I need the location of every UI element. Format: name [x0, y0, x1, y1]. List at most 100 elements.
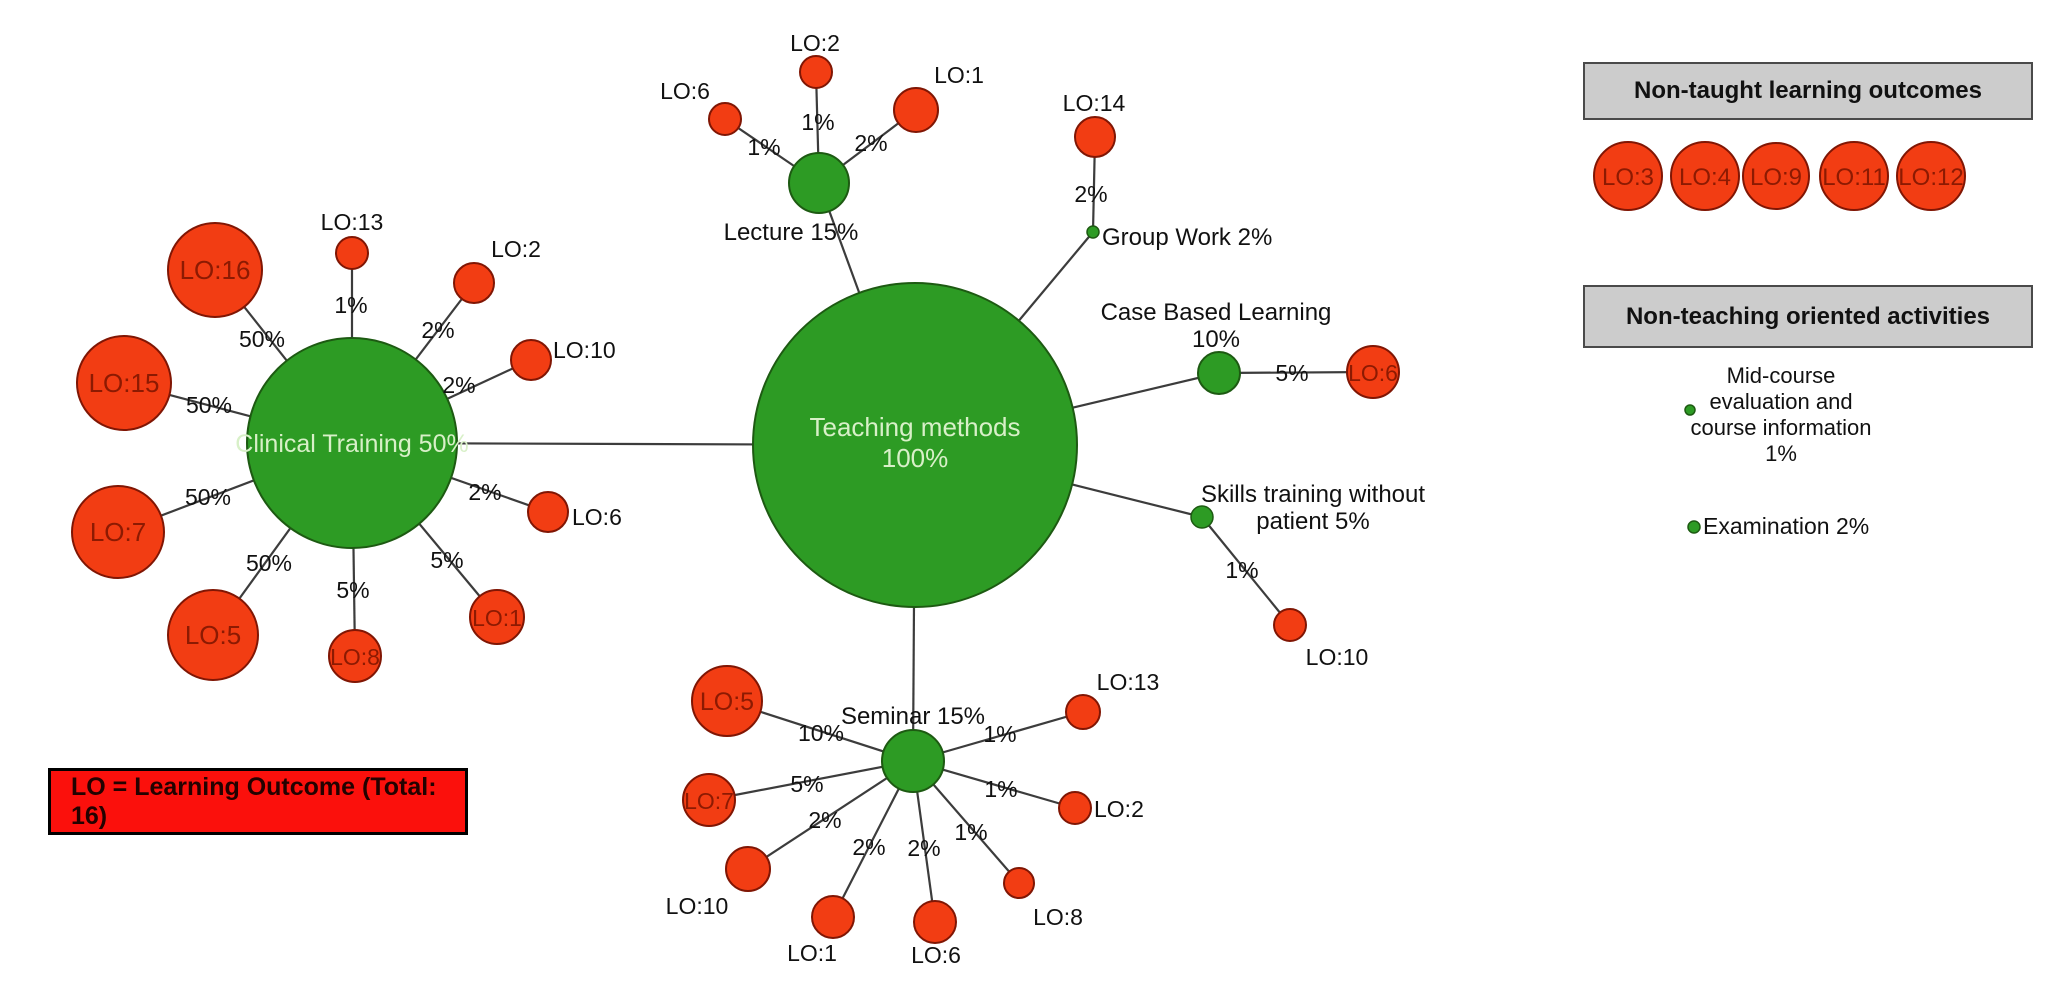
- node-label-le6: LO:6: [660, 78, 710, 104]
- node-label-c7: LO:7: [90, 517, 146, 547]
- edge-label-seminar-s6: 2%: [907, 835, 940, 861]
- outcome-node-cb6: [1346, 345, 1400, 399]
- edge-label-cbl-cb6: 5%: [1275, 360, 1308, 386]
- outcome-node-c8: [328, 629, 382, 683]
- edge-label-seminar-s13: 1%: [983, 721, 1016, 747]
- node-label-teaching: 100%: [882, 443, 949, 473]
- node-label-seminar: Seminar 15%: [841, 703, 985, 730]
- method-node-clinical: [246, 337, 458, 549]
- node-label-le2: LO:2: [790, 30, 840, 56]
- outcome-node-c13: [335, 236, 369, 270]
- outcome-node-s6: [913, 900, 957, 944]
- node-label-cbl: 10%: [1192, 326, 1240, 353]
- method-node-cbl: [1197, 351, 1241, 395]
- method-node-teaching: [752, 282, 1078, 608]
- method-node-lecture: [788, 152, 850, 214]
- outcome-node-c5: [167, 589, 259, 681]
- outcome-node-c16: [167, 222, 263, 318]
- panel-header-non-teaching-oriented-activities: Non-teaching oriented activities: [1583, 285, 2033, 348]
- legend-box: LO = Learning Outcome (Total: 16): [48, 768, 468, 835]
- legend-text: LO = Learning Outcome (Total: 16): [71, 772, 437, 830]
- edge-label-seminar-s5: 10%: [798, 720, 844, 746]
- edge-label-clinical-c15: 50%: [186, 392, 232, 418]
- node-label-groupwork: Group Work 2%: [1102, 224, 1272, 251]
- edge-label-seminar-s7: 5%: [790, 771, 823, 797]
- node-label-cb6: LO:6: [1348, 360, 1398, 386]
- edge-label-clinical-c1: 5%: [430, 547, 463, 573]
- node-label-p9: LO:9: [1750, 164, 1802, 191]
- node-label-c5: LO:5: [185, 620, 241, 650]
- node-label-skills: patient 5%: [1256, 508, 1369, 535]
- node-label-p11: LO:11: [1822, 164, 1886, 191]
- node-label-s10: LO:10: [666, 893, 729, 919]
- method-node-midcourse: [1684, 404, 1696, 416]
- edge-seminar-s7: [708, 759, 914, 802]
- outcome-node-p9: [1742, 142, 1810, 210]
- edge-label-clinical-c6L: 2%: [468, 479, 501, 505]
- outcome-node-le2: [799, 55, 833, 89]
- edge-skills-sk10: [1201, 516, 1291, 626]
- node-label-c1: LO:1: [472, 605, 522, 631]
- node-label-sk10: LO:10: [1306, 644, 1369, 670]
- outcome-node-c15: [76, 335, 172, 431]
- method-node-skills: [1190, 505, 1214, 529]
- node-label-s7: LO:7: [684, 788, 734, 814]
- node-label-midcourse: course information: [1691, 415, 1872, 440]
- method-node-groupwork: [1086, 225, 1100, 239]
- node-label-p3: LO:3: [1602, 164, 1654, 191]
- node-label-teaching: Teaching methods: [809, 412, 1020, 442]
- node-label-midcourse: Mid-course: [1727, 363, 1836, 388]
- method-node-seminar: [881, 729, 945, 793]
- edge-label-lecture-le2: 1%: [801, 109, 834, 135]
- node-label-s6: LO:6: [911, 942, 961, 968]
- outcome-node-s1: [811, 895, 855, 939]
- panel-title-non-taught: Non-taught learning outcomes: [1634, 77, 1982, 104]
- outcome-node-p4: [1670, 141, 1740, 211]
- node-label-g14: LO:14: [1063, 90, 1126, 116]
- edge-seminar-s10: [747, 760, 914, 870]
- edge-label-lecture-le1: 2%: [854, 130, 887, 156]
- outcome-node-le6: [708, 102, 742, 136]
- edge-label-clinical-c13: 1%: [334, 292, 367, 318]
- outcome-node-p11: [1819, 141, 1889, 211]
- outcome-node-c2: [453, 262, 495, 304]
- node-label-c10: LO:10: [553, 337, 616, 363]
- outcome-node-s5: [691, 665, 763, 737]
- edge-label-clinical-c8: 5%: [336, 577, 369, 603]
- node-label-exam: Examination 2%: [1703, 513, 1869, 539]
- edge-label-clinical-c5: 50%: [246, 550, 292, 576]
- outcome-node-s8: [1003, 867, 1035, 899]
- edge-label-seminar-s2: 1%: [984, 776, 1017, 802]
- node-label-p4: LO:4: [1679, 164, 1731, 191]
- node-label-c16: LO:16: [180, 255, 251, 285]
- node-label-lecture: Lecture 15%: [724, 219, 859, 246]
- edge-label-seminar-s10: 2%: [808, 807, 841, 833]
- outcome-node-s13: [1065, 694, 1101, 730]
- outcome-node-p3: [1593, 141, 1663, 211]
- edge-label-lecture-le6: 1%: [747, 134, 780, 160]
- edge-label-clinical-c7: 50%: [185, 484, 231, 510]
- node-label-midcourse: evaluation and: [1709, 389, 1852, 414]
- edge-label-clinical-c10: 2%: [442, 372, 475, 398]
- outcome-node-c7: [71, 485, 165, 579]
- edge-label-groupwork-g14: 2%: [1074, 181, 1107, 207]
- node-label-midcourse: 1%: [1765, 441, 1797, 466]
- edge-label-skills-sk10: 1%: [1225, 557, 1258, 583]
- outcome-node-s2: [1058, 791, 1092, 825]
- outcome-node-s10: [725, 846, 771, 892]
- edge-label-clinical-c16: 50%: [239, 326, 285, 352]
- edge-label-seminar-s1: 2%: [852, 834, 885, 860]
- node-label-skills: Skills training without: [1201, 481, 1425, 508]
- node-label-s8: LO:8: [1033, 904, 1083, 930]
- node-label-c15: LO:15: [89, 368, 160, 398]
- outcome-node-s7: [682, 773, 736, 827]
- node-label-c6L: LO:6: [572, 504, 622, 530]
- outcome-node-p12: [1896, 141, 1966, 211]
- node-label-s13: LO:13: [1097, 669, 1160, 695]
- outcome-node-sk10: [1273, 608, 1307, 642]
- outcome-node-c1: [469, 589, 525, 645]
- method-node-exam: [1687, 520, 1701, 534]
- node-label-le1: LO:1: [934, 62, 984, 88]
